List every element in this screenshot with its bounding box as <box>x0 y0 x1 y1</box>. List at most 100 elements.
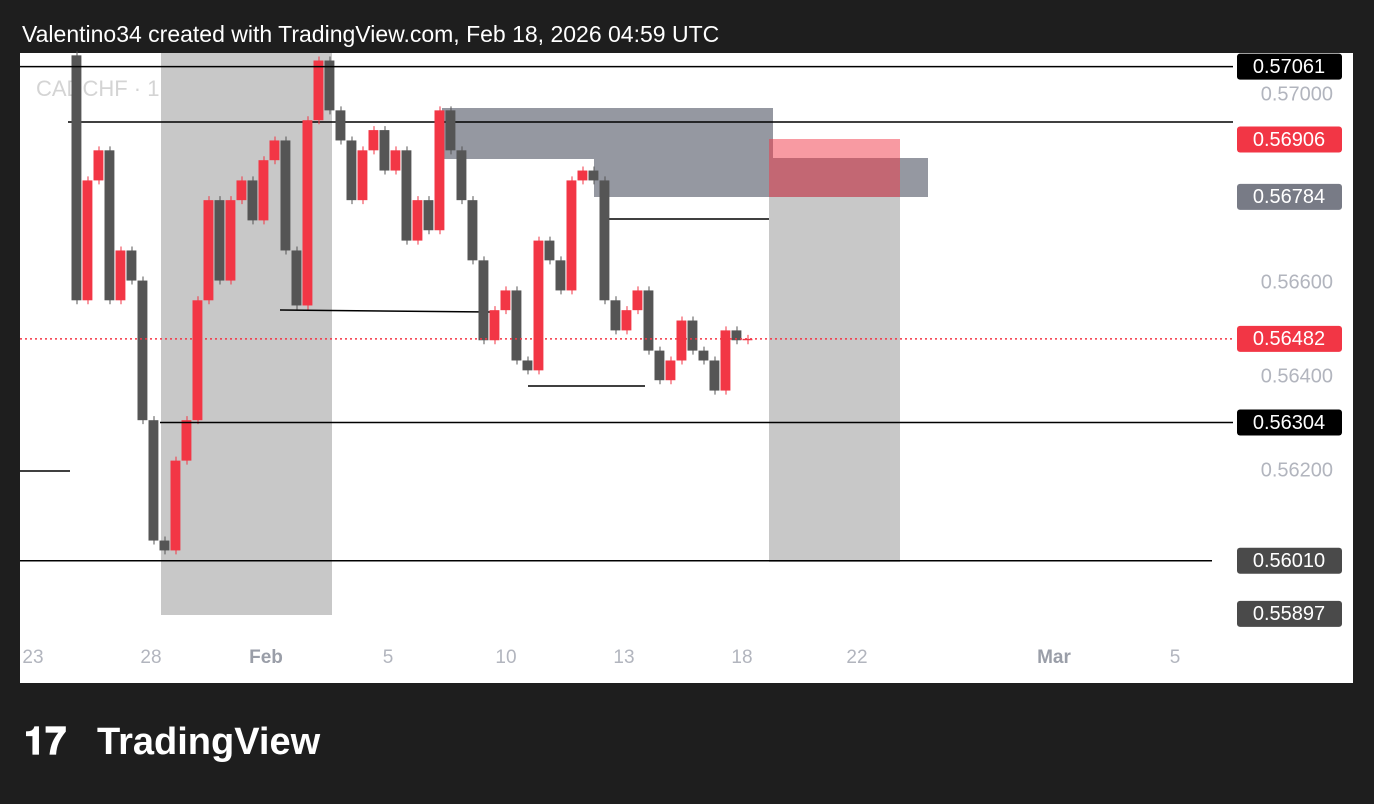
candle <box>269 140 280 161</box>
candle <box>500 290 511 311</box>
candle <box>225 200 236 281</box>
price-label-box <box>1237 325 1342 352</box>
target-zone <box>769 197 900 562</box>
candle <box>423 200 434 231</box>
zone-box <box>442 108 773 159</box>
candle <box>621 310 632 331</box>
candle <box>335 110 346 141</box>
candle <box>588 170 599 181</box>
price-label: 0.56906 <box>1253 129 1325 151</box>
candle <box>148 420 159 541</box>
price-label: 0.56482 <box>1253 328 1325 350</box>
price-label-box <box>1237 53 1342 80</box>
candle <box>489 310 500 341</box>
logo-mark: 𝟏𝟕 <box>24 721 66 763</box>
drawings <box>20 53 1233 615</box>
candle <box>577 170 588 181</box>
x-tick-label: 5 <box>383 647 394 668</box>
candle <box>302 120 313 306</box>
x-tick-label: 13 <box>613 647 634 668</box>
candle <box>291 250 302 306</box>
candle <box>104 150 115 301</box>
candle <box>445 110 456 151</box>
candle <box>709 360 720 391</box>
price-label-box <box>1237 126 1342 153</box>
candle <box>192 300 203 421</box>
candle <box>203 200 214 301</box>
candle <box>478 260 489 341</box>
candle <box>71 55 82 301</box>
candle <box>522 360 533 371</box>
candle <box>412 200 423 241</box>
candle <box>456 150 467 201</box>
candle <box>390 150 401 171</box>
candle <box>346 140 357 201</box>
x-tick-label: Mar <box>1037 647 1071 668</box>
candle <box>643 290 654 351</box>
price-label-box <box>1237 409 1342 436</box>
candle <box>159 540 170 551</box>
price-label: 0.57061 <box>1253 56 1325 78</box>
x-tick-label: 28 <box>140 647 161 668</box>
y-tick-label: 0.56600 <box>1261 272 1333 294</box>
candle <box>379 130 390 171</box>
y-tick-label: 0.57000 <box>1261 84 1333 106</box>
x-tick-label: 5 <box>1170 647 1181 668</box>
candle <box>665 360 676 381</box>
price-label-box <box>1237 183 1342 210</box>
x-tick-label: 10 <box>495 647 516 668</box>
y-tick-label: 0.56400 <box>1261 366 1333 388</box>
candle <box>742 338 753 341</box>
candle <box>93 150 104 181</box>
candle <box>533 240 544 371</box>
logo: TradingView <box>97 721 321 763</box>
candle <box>82 180 93 301</box>
candle <box>115 250 126 301</box>
candle <box>555 260 566 291</box>
candle <box>511 290 522 361</box>
candle <box>676 320 687 361</box>
candle <box>280 140 291 251</box>
price-label: 0.56010 <box>1253 550 1325 572</box>
candle <box>247 180 258 221</box>
x-tick-label: Feb <box>249 647 283 668</box>
candle <box>687 320 698 351</box>
candle <box>236 180 247 201</box>
candle <box>313 60 324 121</box>
candle <box>401 150 412 241</box>
candle <box>566 180 577 291</box>
candle <box>720 330 731 391</box>
stop-zone <box>769 139 900 197</box>
x-tick-label: 22 <box>846 647 867 668</box>
y-tick-label: 0.56200 <box>1261 460 1333 482</box>
candle <box>698 350 709 361</box>
price-label: 0.56304 <box>1253 412 1325 434</box>
candle <box>368 130 379 151</box>
candle <box>610 300 621 331</box>
header: Valentino34 created with TradingView.com… <box>22 21 719 47</box>
x-tick-label: 18 <box>731 647 752 668</box>
price-label: 0.56784 <box>1253 186 1325 208</box>
candle <box>324 60 335 111</box>
candle <box>214 200 225 281</box>
price-label-box <box>1237 547 1342 574</box>
candle <box>467 200 478 261</box>
candle <box>137 280 148 421</box>
x-tick-label: 23 <box>22 647 43 668</box>
candle <box>357 150 368 201</box>
candle <box>632 290 643 311</box>
candle <box>434 110 445 231</box>
candle <box>258 160 269 221</box>
price-label-box <box>1237 600 1342 627</box>
price-label: 0.55897 <box>1253 603 1325 625</box>
candle <box>126 250 137 281</box>
candle <box>544 240 555 261</box>
candle <box>170 460 181 551</box>
candle <box>181 420 192 461</box>
ray-line <box>279 309 491 313</box>
candle <box>654 350 665 381</box>
candle <box>599 180 610 301</box>
candle <box>731 330 742 341</box>
